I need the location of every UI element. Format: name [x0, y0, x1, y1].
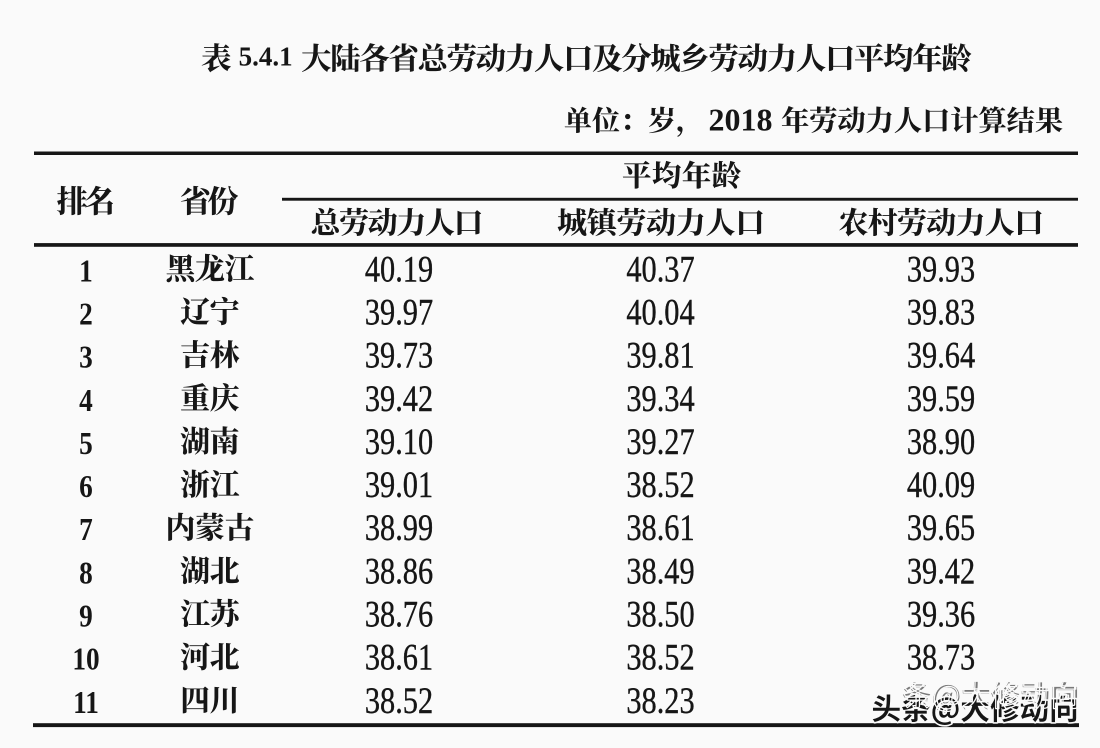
- svg-text:38.90: 38.90: [907, 422, 975, 462]
- svg-text:9: 9: [79, 600, 93, 634]
- svg-text:38.99: 38.99: [365, 509, 433, 549]
- svg-text:2: 2: [79, 298, 93, 332]
- svg-text:39.97: 39.97: [365, 293, 433, 333]
- svg-text:39.83: 39.83: [907, 293, 975, 333]
- svg-text:38.86: 38.86: [365, 552, 433, 592]
- svg-text:39.64: 39.64: [907, 336, 975, 376]
- svg-text:1: 1: [79, 254, 93, 288]
- svg-text:39.27: 39.27: [626, 422, 694, 462]
- svg-text:38.23: 38.23: [626, 681, 694, 721]
- svg-text:40.04: 40.04: [626, 293, 694, 333]
- svg-text:40.19: 40.19: [365, 250, 433, 290]
- svg-text:2018: 2018: [709, 102, 773, 138]
- svg-text:38.52: 38.52: [626, 465, 694, 505]
- svg-text:5: 5: [79, 427, 93, 461]
- svg-text:40.09: 40.09: [907, 465, 975, 505]
- svg-text:39.65: 39.65: [907, 509, 975, 549]
- svg-text:38.50: 38.50: [626, 595, 694, 635]
- svg-text:38.73: 38.73: [907, 638, 975, 678]
- svg-text:38.52: 38.52: [626, 638, 694, 678]
- svg-text:40.37: 40.37: [626, 250, 694, 290]
- svg-text:39.36: 39.36: [907, 595, 975, 635]
- svg-text:39.93: 39.93: [907, 250, 975, 290]
- svg-text:10: 10: [72, 643, 99, 677]
- svg-text:4: 4: [79, 384, 93, 418]
- svg-text:39.42: 39.42: [365, 379, 433, 419]
- svg-text:38.52: 38.52: [365, 681, 433, 721]
- svg-text:5.4.1: 5.4.1: [239, 42, 293, 72]
- svg-text:39.59: 39.59: [907, 379, 975, 419]
- svg-text:11: 11: [73, 686, 99, 720]
- svg-text:38.61: 38.61: [365, 638, 433, 678]
- svg-text:39.10: 39.10: [365, 422, 433, 462]
- svg-text:38.76: 38.76: [365, 595, 433, 635]
- svg-text:3: 3: [79, 341, 93, 375]
- svg-text:38.49: 38.49: [626, 552, 694, 592]
- svg-text:6: 6: [79, 470, 93, 504]
- svg-text:39.42: 39.42: [907, 552, 975, 592]
- svg-text:39.81: 39.81: [626, 336, 694, 376]
- svg-text:7: 7: [79, 513, 93, 547]
- svg-text:39.73: 39.73: [365, 336, 433, 376]
- svg-text:39.01: 39.01: [365, 465, 433, 505]
- svg-text:38.61: 38.61: [626, 509, 694, 549]
- svg-text:8: 8: [79, 557, 93, 591]
- svg-text:39.34: 39.34: [626, 379, 694, 419]
